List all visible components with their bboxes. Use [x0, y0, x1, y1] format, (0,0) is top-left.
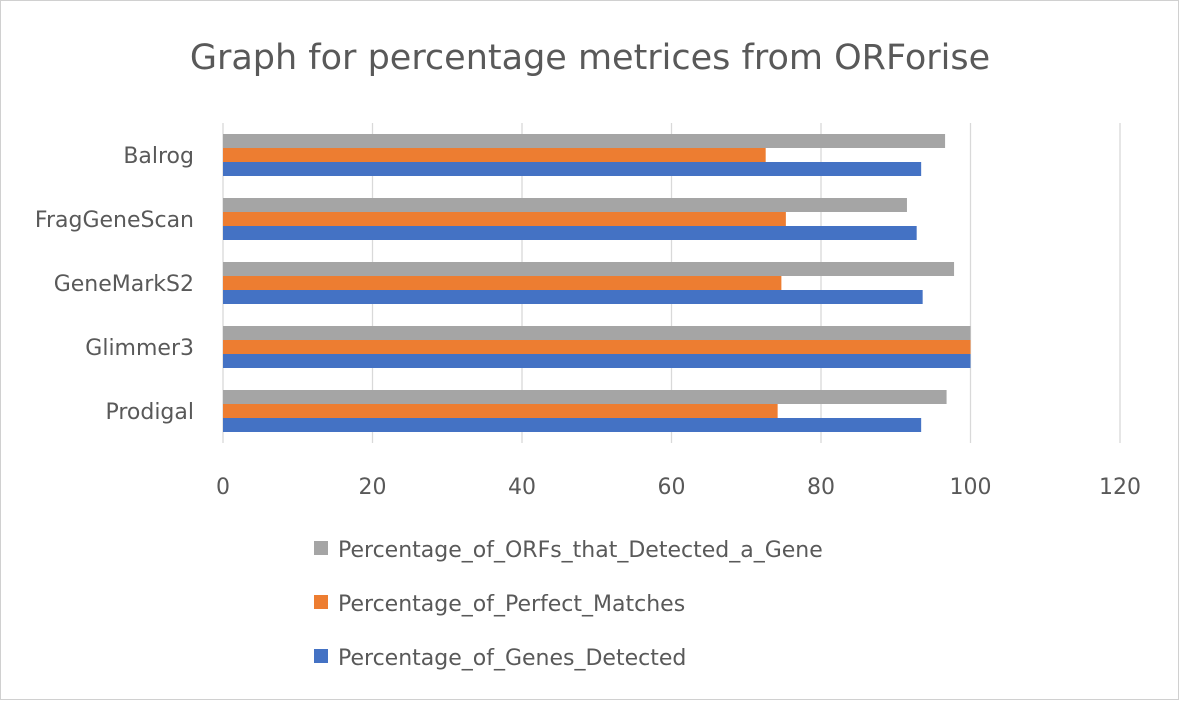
- bar: [223, 326, 971, 340]
- legend-label: Percentage_of_Perfect_Matches: [338, 592, 685, 617]
- bar: [223, 212, 786, 226]
- bar: [223, 198, 907, 212]
- bar: [223, 162, 922, 176]
- category-label: Glimmer3: [85, 336, 194, 361]
- bar: [223, 226, 917, 240]
- x-tick-label: 80: [807, 475, 835, 500]
- x-tick-label: 120: [1099, 475, 1141, 500]
- category-label: FragGeneScan: [35, 208, 194, 233]
- x-tick-label: 40: [508, 475, 536, 500]
- chart-title: Graph for percentage metrices from ORFor…: [190, 38, 990, 78]
- category-labels: Balrog FragGeneScan GeneMarkS2 Glimmer3 Prod…: [35, 144, 194, 425]
- x-tick-labels: 0 20 40 60 80 100 120: [216, 475, 1141, 500]
- legend-swatch: [314, 595, 328, 609]
- x-tick-label: 100: [950, 475, 992, 500]
- bar: [223, 418, 922, 432]
- bar: [223, 262, 955, 276]
- bars: [223, 134, 971, 432]
- bar: [223, 404, 778, 418]
- legend-label: Percentage_of_ORFs_that_Detected_a_Gene: [338, 538, 823, 563]
- legend: Percentage_of_ORFs_that_Detected_a_Gene P…: [314, 538, 823, 671]
- x-tick-label: 60: [658, 475, 686, 500]
- bar: [223, 340, 971, 354]
- legend-swatch: [314, 541, 328, 555]
- bar: [223, 148, 766, 162]
- bar: [223, 354, 971, 368]
- x-tick-label: 20: [359, 475, 387, 500]
- category-label: Balrog: [123, 144, 194, 169]
- category-label: Prodigal: [105, 400, 194, 425]
- legend-swatch: [314, 649, 328, 663]
- category-label: GeneMarkS2: [54, 272, 194, 297]
- bar: [223, 390, 947, 404]
- x-tick-label: 0: [216, 475, 230, 500]
- bar: [223, 276, 782, 290]
- bar: [223, 134, 946, 148]
- bar: [223, 290, 923, 304]
- legend-label: Percentage_of_Genes_Detected: [338, 646, 686, 671]
